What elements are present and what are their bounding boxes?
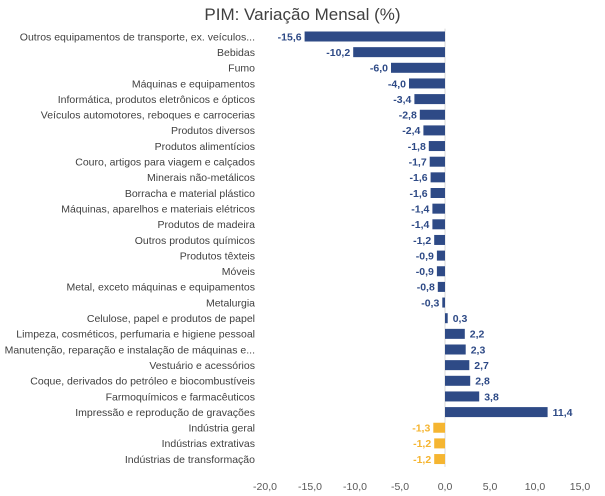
bar (445, 360, 470, 371)
category-label: Máquinas, aparelhos e materiais elétrico… (61, 203, 255, 215)
x-tick-label: 5,0 (483, 481, 498, 493)
data-label: -10,2 (326, 47, 350, 59)
bar (304, 31, 445, 42)
bar (445, 407, 548, 418)
data-label: 2,8 (475, 376, 490, 388)
category-label: Metal, exceto máquinas e equipamentos (66, 282, 255, 294)
bar (432, 203, 445, 214)
category-label: Móveis (222, 266, 255, 278)
bar (434, 454, 445, 465)
category-label: Produtos de madeira (158, 219, 256, 231)
category-label: Fumo (228, 63, 255, 75)
category-label: Borracha e material plástico (125, 188, 255, 200)
category-label: Indústrias de transformação (125, 454, 255, 466)
bar (437, 281, 445, 292)
data-label: -1,3 (412, 423, 430, 435)
bar (433, 422, 445, 433)
bar (436, 250, 445, 261)
bar (353, 47, 445, 58)
bar (428, 141, 445, 152)
data-label: 2,3 (471, 344, 486, 356)
category-label: Veículos automotores, reboques e carroce… (41, 110, 255, 122)
bar (429, 156, 445, 167)
category-label: Informática, produtos eletrônicos e ópti… (58, 94, 255, 106)
category-label: Coque, derivados do petróleo e biocombus… (30, 376, 255, 388)
data-label: 3,8 (484, 391, 499, 403)
data-label: -1,8 (408, 141, 426, 153)
bar (436, 266, 445, 277)
category-label: Manutenção, reparação e instalação de má… (5, 344, 255, 356)
data-label: -1,4 (411, 219, 429, 231)
bar (423, 125, 445, 136)
data-label: 2,2 (470, 329, 485, 341)
data-label: -2,8 (399, 110, 417, 122)
data-label: -2,4 (402, 125, 420, 137)
bar (434, 234, 445, 245)
data-label: -15,6 (278, 31, 302, 43)
bar (445, 391, 480, 402)
bars-group (304, 31, 548, 465)
data-label: -4,0 (388, 78, 406, 90)
data-label: -0,3 (421, 297, 439, 309)
bar (434, 438, 445, 449)
x-tick-label: 0,0 (438, 481, 453, 493)
bar (430, 188, 445, 198)
bar (430, 172, 445, 183)
category-label: Indústrias extrativas (162, 438, 255, 450)
bar (445, 328, 465, 339)
category-label: Limpeza, cosméticos, perfumaria e higien… (16, 329, 255, 341)
bar (432, 219, 445, 230)
category-label: Celulose, papel e produtos de papel (87, 313, 255, 325)
bar (445, 344, 466, 355)
data-label: -6,0 (370, 63, 388, 75)
data-label: -0,9 (416, 250, 434, 262)
x-tick-label: -15,0 (298, 481, 322, 493)
x-tick-label: -5,0 (391, 481, 409, 493)
category-label: Indústria geral (188, 423, 255, 435)
data-label: -1,2 (413, 438, 431, 450)
category-label: Produtos alimentícios (155, 141, 255, 153)
bar (445, 313, 448, 324)
category-label: Vestuário e acessórios (149, 360, 255, 372)
value-labels-group: -15,6 -10,2 -6,0-4,0 -3,4 -2,8 -2,4 -1,8 -1,7 -1… (278, 31, 573, 466)
bar (414, 94, 445, 105)
category-labels-group: Outros equipamentos de transporte, ex. v… (5, 31, 256, 466)
bar (445, 375, 471, 386)
category-label: Produtos diversos (171, 125, 255, 137)
data-label: 2,7 (474, 360, 489, 372)
data-label: -1,2 (413, 235, 431, 247)
category-label: Couro, artigos para viagem e calçados (75, 157, 255, 169)
category-label: Máquinas e equipamentos (132, 78, 255, 90)
data-label: -0,9 (416, 266, 434, 278)
data-label: -1,6 (410, 188, 428, 200)
category-label: Outros equipamentos de transporte, ex. v… (20, 31, 255, 43)
data-label: 0,3 (453, 313, 468, 325)
bar (442, 297, 445, 308)
x-tick-label: 15,0 (570, 481, 591, 493)
category-label: Produtos têxteis (180, 250, 255, 262)
data-label: -0,8 (417, 282, 435, 294)
x-tick-label: 10,0 (525, 481, 546, 493)
bar (419, 109, 445, 120)
category-label: Farmoquímicos e farmacêuticos (106, 391, 255, 403)
data-label: -1,2 (413, 454, 431, 466)
data-label: -3,4 (393, 94, 411, 106)
x-tick-label: -10,0 (343, 481, 367, 493)
category-label: Outros produtos químicos (135, 235, 255, 247)
data-label: -1,6 (410, 172, 428, 184)
data-label: 11,4 (553, 407, 573, 419)
bar (391, 62, 445, 73)
data-label: -1,4 (411, 203, 429, 215)
x-tick-labels-group: -20,0 -15,0 -10,0 -5,0 0,0 5,0 10,0 15,0 (253, 481, 590, 493)
category-label: Impressão e reprodução de gravações (75, 407, 255, 419)
data-label: -1,7 (409, 157, 427, 169)
category-label: Bebidas (217, 47, 255, 59)
chart-title: PIM: Variação Mensal (%) (204, 5, 400, 24)
x-tick-label: -20,0 (253, 481, 277, 493)
bar (409, 78, 445, 89)
category-label: Minerais não-metálicos (147, 172, 255, 184)
category-label: Metalurgia (206, 297, 255, 309)
